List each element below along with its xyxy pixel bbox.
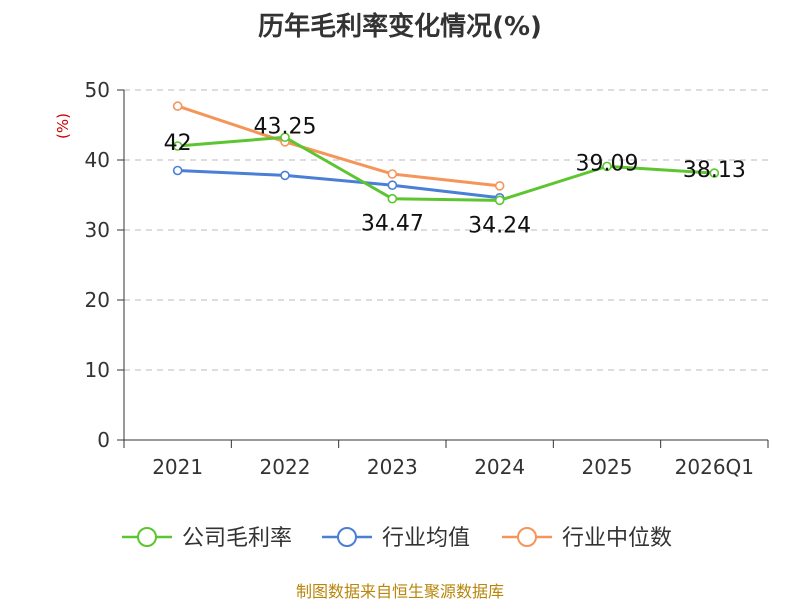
legend-marker — [137, 527, 157, 547]
x-tick-label: 2024 — [474, 455, 525, 479]
data-point — [280, 132, 290, 143]
data-label: 42 — [164, 131, 192, 156]
data-point — [387, 180, 398, 190]
data-point — [387, 193, 398, 204]
data-point — [602, 161, 612, 172]
series-line — [177, 135, 715, 202]
y-axis-label: (%) — [54, 113, 72, 139]
data-labels: 42 43.25 34.47 34.24 39.09 38.13 — [164, 114, 746, 238]
data-label: 43.25 — [254, 114, 317, 139]
x-tick-label: 2026Q1 — [675, 455, 754, 479]
x-tick-label: 2023 — [367, 455, 418, 479]
legend: 公司毛利率 行业均值 行业中位数 — [122, 526, 672, 551]
data-point — [494, 181, 505, 191]
data-point — [387, 169, 398, 179]
y-tick-label: 20 — [85, 288, 110, 312]
y-tick-label: 50 — [85, 78, 110, 102]
y-tick-label: 30 — [85, 218, 110, 242]
y-tick-label: 0 — [97, 428, 110, 452]
axes: 0 10 20 30 40 50 (%) 2021 2022 2023 2024 2025 2026Q1 — [54, 78, 769, 479]
x-tick-label: 2025 — [582, 455, 633, 479]
chart-title: 历年毛利率变化情况(%) — [258, 12, 542, 42]
data-point — [172, 165, 183, 176]
data-label: 38.13 — [683, 158, 746, 183]
data-point — [494, 195, 505, 206]
data-point — [280, 170, 290, 181]
data-label: 39.09 — [576, 151, 639, 176]
data-label: 34.47 — [361, 212, 424, 237]
data-point — [709, 168, 720, 178]
data-point — [172, 101, 183, 111]
series-lines — [172, 101, 720, 206]
x-tick-label: 2022 — [260, 455, 311, 479]
legend-marker — [517, 527, 537, 547]
legend-label: 行业中位数 — [562, 526, 672, 551]
y-tick-label: 10 — [85, 358, 110, 382]
y-tick-label: 40 — [85, 148, 110, 172]
data-point — [172, 141, 183, 151]
source-note: 制图数据来自恒生聚源数据库 — [295, 582, 504, 601]
legend-label: 公司毛利率 — [182, 526, 292, 551]
legend-label: 行业均值 — [382, 526, 470, 551]
grid-lines — [124, 89, 768, 371]
legend-marker — [337, 527, 357, 547]
data-label: 34.24 — [468, 213, 531, 238]
x-tick-label: 2021 — [152, 455, 203, 479]
series-line — [177, 104, 500, 188]
series-line — [177, 169, 500, 200]
